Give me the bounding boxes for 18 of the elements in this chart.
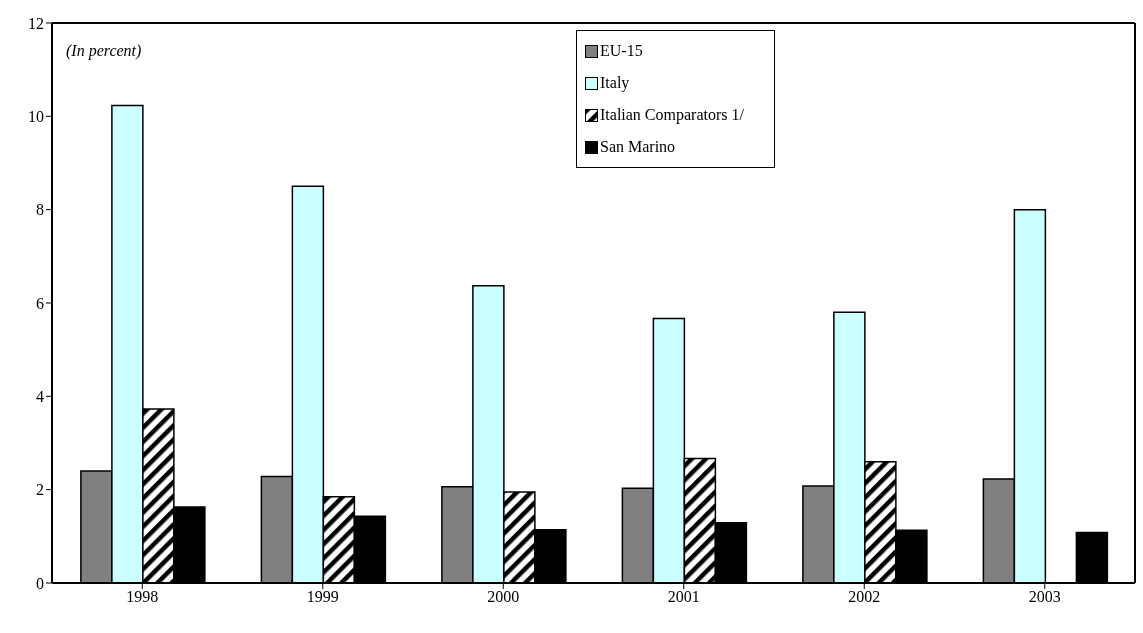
y-tick-label: 12 bbox=[28, 14, 44, 32]
y-tick-label: 0 bbox=[36, 574, 44, 592]
x-tick-label: 1998 bbox=[126, 588, 159, 606]
unit-note: (In percent) bbox=[66, 42, 142, 60]
x-tick-label: 2003 bbox=[1028, 588, 1061, 606]
legend-label: Italy bbox=[600, 74, 630, 92]
x-tick-label: 2002 bbox=[848, 588, 881, 606]
y-tick-label: 8 bbox=[36, 201, 44, 219]
x-tick-label: 2000 bbox=[487, 588, 520, 606]
legend-label: EU-15 bbox=[600, 42, 643, 60]
legend-label: San Marino bbox=[600, 138, 676, 156]
x-tick-label: 2001 bbox=[667, 588, 700, 606]
y-tick-label: 6 bbox=[36, 294, 44, 312]
y-tick-label: 10 bbox=[28, 108, 44, 126]
y-tick-label: 4 bbox=[36, 388, 44, 406]
y-tick-label: 2 bbox=[36, 481, 44, 499]
legend-label: Italian Comparators 1/ bbox=[600, 106, 744, 124]
x-tick-label: 1999 bbox=[306, 588, 339, 606]
